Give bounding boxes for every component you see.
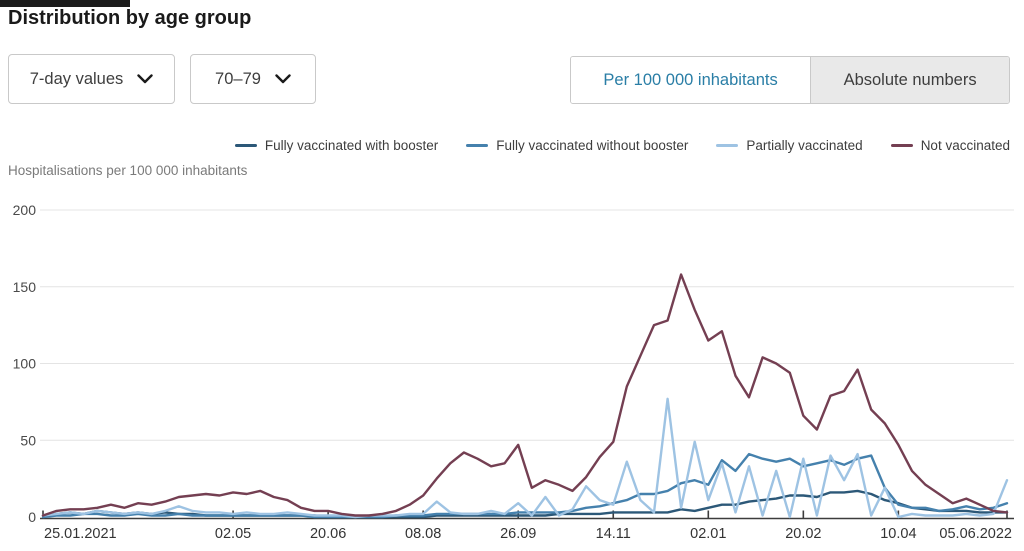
x-tick-label: 02.01 xyxy=(690,526,726,542)
y-tick-label: 150 xyxy=(13,279,37,295)
x-tick-label: 26.09 xyxy=(500,526,536,542)
unit-toggle: Per 100 000 inhabitants Absolute numbers xyxy=(570,56,1010,104)
chevron-down-icon xyxy=(275,74,291,84)
legend-item[interactable]: Fully vaccinated with booster xyxy=(234,138,439,153)
x-tick-label: 20.06 xyxy=(310,526,346,542)
series-line-fully-vaccinated-without-booster xyxy=(41,452,1009,519)
legend-line-marker xyxy=(234,144,257,147)
legend-label: Partially vaccinated xyxy=(746,138,863,153)
y-tick-label: 0 xyxy=(28,509,36,525)
chart-legend: Fully vaccinated with booster Fully vacci… xyxy=(234,138,1010,153)
age-group-dropdown[interactable]: 70–79 xyxy=(190,54,316,104)
chart-area: 0 50 100 150 200 25.01.2021 02.05 20.06 08.08 26.… xyxy=(0,191,1024,551)
line-chart: 0 50 100 150 200 25.01.2021 02.05 20.06 08.08 26.… xyxy=(13,202,1014,542)
y-axis-title: Hospitalisations per 100 000 inhabitants xyxy=(8,163,248,178)
time-interval-dropdown[interactable]: 7-day values xyxy=(8,54,175,104)
x-tick-label: 05.06.2022 xyxy=(939,526,1012,542)
y-tick-label: 100 xyxy=(13,356,37,372)
x-tick-label: 08.08 xyxy=(405,526,441,542)
legend-item[interactable]: Fully vaccinated without booster xyxy=(466,138,688,153)
cropped-top-bar-artifact xyxy=(0,0,130,7)
legend-label: Fully vaccinated without booster xyxy=(496,138,689,153)
y-tick-label: 50 xyxy=(20,432,36,448)
series-line-not-vaccinated xyxy=(41,273,1009,517)
legend-label: Fully vaccinated with booster xyxy=(264,138,439,153)
page-title: Distribution by age group xyxy=(8,7,252,29)
series-line-partially-vaccinated xyxy=(41,397,1009,519)
legend-item[interactable]: Partially vaccinated xyxy=(716,138,863,153)
time-interval-value: 7-day values xyxy=(29,69,124,88)
y-tick-label: 200 xyxy=(13,202,37,218)
age-group-value: 70–79 xyxy=(215,69,261,88)
x-tick-label: 20.02 xyxy=(785,526,821,542)
legend-item[interactable]: Not vaccinated xyxy=(890,138,1010,153)
chevron-down-icon xyxy=(137,74,153,84)
legend-label: Not vaccinated xyxy=(920,138,1010,153)
per-100000-toggle-button[interactable]: Per 100 000 inhabitants xyxy=(571,57,811,103)
x-tick-label: 25.01.2021 xyxy=(44,526,117,542)
x-tick-label: 10.04 xyxy=(880,526,916,542)
x-tick-label: 02.05 xyxy=(215,526,251,542)
legend-line-marker xyxy=(466,144,489,147)
legend-line-marker xyxy=(890,144,913,147)
legend-line-marker xyxy=(716,144,739,147)
absolute-numbers-toggle-button[interactable]: Absolute numbers xyxy=(810,57,1009,103)
x-tick-label: 14.11 xyxy=(596,526,631,542)
